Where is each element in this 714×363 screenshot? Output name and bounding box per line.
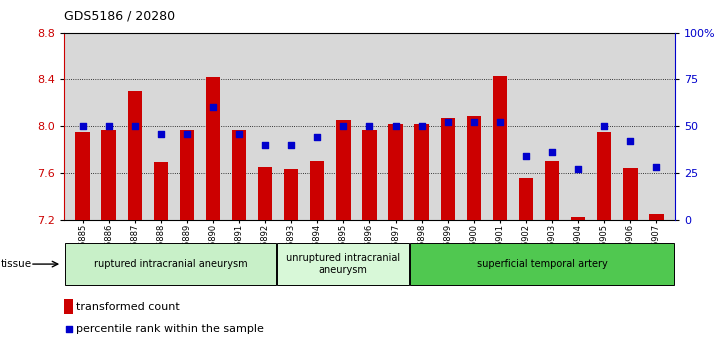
Point bbox=[625, 138, 636, 144]
Point bbox=[155, 131, 166, 136]
Bar bbox=[232, 130, 246, 220]
Bar bbox=[76, 132, 90, 220]
Point bbox=[103, 123, 114, 129]
Point bbox=[573, 166, 584, 172]
Bar bbox=[258, 167, 272, 220]
Bar bbox=[310, 161, 324, 220]
Point bbox=[494, 119, 506, 125]
Bar bbox=[623, 168, 638, 220]
Point bbox=[129, 123, 141, 129]
Text: transformed count: transformed count bbox=[76, 302, 180, 312]
Point bbox=[650, 164, 662, 170]
Point bbox=[63, 327, 74, 333]
Point bbox=[338, 123, 349, 129]
Point bbox=[521, 153, 532, 159]
Point bbox=[207, 105, 218, 110]
Bar bbox=[519, 178, 533, 220]
Point bbox=[390, 123, 401, 129]
Text: superficial temporal artery: superficial temporal artery bbox=[477, 259, 608, 269]
Bar bbox=[441, 118, 455, 220]
Point bbox=[598, 123, 610, 129]
Point bbox=[233, 131, 245, 136]
Bar bbox=[154, 162, 168, 220]
Point bbox=[363, 123, 376, 129]
Bar bbox=[101, 130, 116, 220]
Bar bbox=[128, 91, 142, 220]
Text: ruptured intracranial aneurysm: ruptured intracranial aneurysm bbox=[94, 259, 247, 269]
Text: unruptured intracranial
aneurysm: unruptured intracranial aneurysm bbox=[286, 253, 400, 275]
Bar bbox=[649, 214, 663, 220]
Bar bbox=[336, 120, 351, 220]
Bar bbox=[467, 116, 481, 220]
Point bbox=[416, 123, 428, 129]
Bar bbox=[388, 124, 403, 220]
Bar bbox=[362, 130, 377, 220]
Bar bbox=[415, 124, 429, 220]
Point bbox=[311, 134, 323, 140]
Text: tissue: tissue bbox=[1, 259, 32, 269]
Point bbox=[259, 142, 271, 148]
Point bbox=[286, 142, 297, 148]
Point bbox=[442, 119, 453, 125]
Text: GDS5186 / 20280: GDS5186 / 20280 bbox=[64, 9, 176, 22]
Bar bbox=[493, 76, 507, 220]
Point bbox=[181, 131, 193, 136]
Point bbox=[77, 123, 89, 129]
Bar bbox=[180, 130, 194, 220]
Text: percentile rank within the sample: percentile rank within the sample bbox=[76, 324, 264, 334]
Bar bbox=[284, 170, 298, 220]
Bar bbox=[545, 161, 559, 220]
Bar bbox=[597, 132, 611, 220]
Bar bbox=[571, 217, 585, 220]
Point bbox=[546, 150, 558, 155]
Bar bbox=[206, 77, 220, 220]
Point bbox=[468, 119, 480, 125]
